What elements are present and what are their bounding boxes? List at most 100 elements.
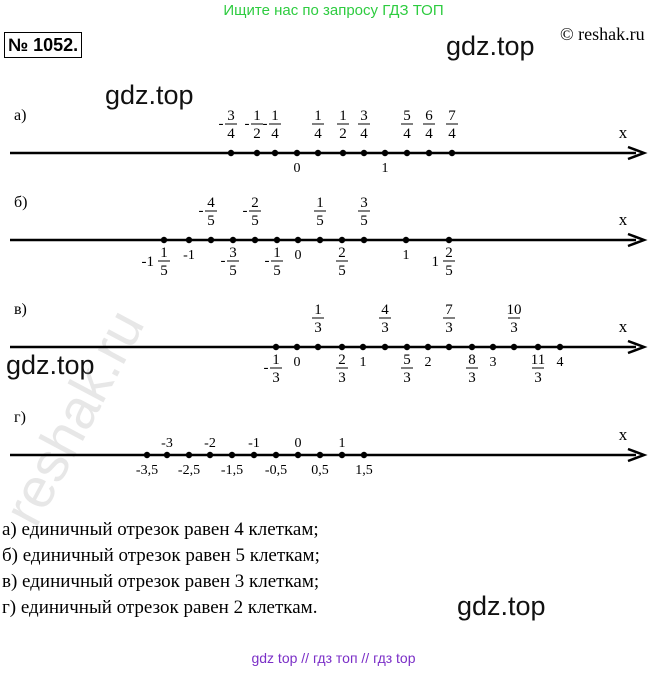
number-line-point	[185, 236, 193, 244]
fraction-denominator: 4	[403, 126, 411, 142]
number-line-point	[273, 236, 281, 244]
number-line-point	[489, 343, 497, 351]
watermark: gdz.top	[446, 31, 535, 61]
answer-line: а) единичный отрезок равен 4 клеткам;	[2, 519, 319, 540]
number-line-point	[206, 451, 214, 459]
number-line-point	[381, 149, 389, 157]
fraction-denominator: 5	[338, 263, 346, 279]
line-label: а)	[14, 107, 26, 124]
answer-line: б) единичный отрезок равен 5 клеткам;	[2, 545, 320, 566]
point-label-below: -2,5	[178, 463, 200, 478]
fraction-denominator: 4	[227, 126, 235, 142]
fraction-denominator: 4	[314, 126, 322, 142]
watermark: gdz.top	[105, 80, 194, 110]
number-line-point	[402, 236, 410, 244]
problem-number: № 1052.	[4, 32, 83, 58]
number-line-point	[403, 149, 411, 157]
fraction-denominator: 5	[160, 263, 168, 279]
fraction-sign: -	[221, 253, 226, 269]
number-line-point	[316, 236, 324, 244]
fraction-sign: -	[264, 360, 269, 376]
line-label: б)	[14, 194, 27, 211]
point-label-below: -1,5	[221, 463, 243, 478]
point-label-above: -3	[161, 436, 173, 451]
axis-label: x	[619, 425, 628, 444]
fraction-denominator: 5	[316, 213, 324, 229]
number-line-point	[228, 451, 236, 459]
number-line-point	[207, 236, 215, 244]
fraction-numerator: 2	[338, 245, 346, 261]
fraction-denominator: 3	[468, 370, 476, 386]
fraction-denominator: 3	[510, 320, 518, 336]
fraction-numerator: 5	[403, 108, 411, 124]
fraction-numerator: 1	[253, 108, 261, 124]
fraction-numerator: 1	[314, 108, 322, 124]
answer-line: г) единичный отрезок равен 2 клеткам.	[2, 597, 318, 618]
number-line-point	[468, 343, 476, 351]
watermark: gdz.top	[6, 350, 95, 380]
number-line-point	[271, 149, 279, 157]
fraction-denominator: 3	[534, 370, 542, 386]
number-line-point	[160, 236, 168, 244]
fraction-numerator: 1	[273, 245, 281, 261]
fraction-numerator: 10	[507, 302, 522, 318]
fraction-numerator: 2	[338, 352, 346, 368]
line-label: г)	[14, 409, 26, 426]
watermark: gdz.top	[457, 591, 546, 621]
fraction-sign: -	[245, 116, 250, 132]
fraction-numerator: 3	[227, 108, 235, 124]
fraction-numerator: 4	[207, 195, 215, 211]
number-line-point	[272, 343, 280, 351]
number-line-point	[143, 451, 151, 459]
number-line-point	[250, 451, 258, 459]
axis-label: x	[619, 210, 628, 229]
axis-arrowhead	[627, 145, 648, 161]
fraction-numerator: 7	[445, 302, 453, 318]
fraction-sign: -	[199, 203, 204, 219]
number-line-point	[338, 236, 346, 244]
fraction-numerator: 3	[229, 245, 237, 261]
fraction-numerator: 1	[160, 245, 168, 261]
point-label-below: 0	[294, 161, 301, 176]
fraction-denominator: 5	[360, 213, 368, 229]
number-line-point	[360, 451, 368, 459]
fraction-numerator: 2	[251, 195, 259, 211]
number-line-point	[445, 236, 453, 244]
point-label-below: -0,5	[265, 463, 287, 478]
fraction-numerator: 3	[360, 195, 368, 211]
point-label-below: 2	[425, 355, 432, 370]
fraction-numerator: 4	[381, 302, 389, 318]
line-label: в)	[14, 301, 27, 318]
point-label-below: 1,5	[355, 463, 373, 478]
point-label-above: 0	[295, 436, 302, 451]
fraction-numerator: 6	[425, 108, 433, 124]
number-line-point	[381, 343, 389, 351]
number-line-point	[272, 451, 280, 459]
axis-arrowhead	[627, 232, 648, 248]
fraction-denominator: 5	[251, 213, 259, 229]
fraction-sign: -	[219, 116, 224, 132]
number-line-point	[294, 451, 302, 459]
point-label-below: 1	[360, 355, 367, 370]
number-line-point	[185, 451, 193, 459]
number-line-point	[229, 236, 237, 244]
fraction-whole: 1	[432, 254, 440, 270]
point-label-below: 0,5	[311, 463, 329, 478]
fraction-numerator: 1	[272, 352, 280, 368]
number-line-point	[360, 236, 368, 244]
footer-links: gdz top // гдз топ // гдз top	[251, 650, 416, 666]
fraction-sign: -	[265, 253, 270, 269]
top-banner: Ищите нас по запросу ГДЗ ТОП	[223, 2, 444, 19]
fraction-sign: -	[263, 116, 268, 132]
fraction-numerator: 5	[403, 352, 411, 368]
fraction-denominator: 3	[272, 370, 280, 386]
fraction-numerator: 7	[448, 108, 456, 124]
point-label-below: 0	[294, 355, 301, 370]
number-line-point	[163, 451, 171, 459]
point-label-above: -1	[248, 436, 260, 451]
fraction-denominator: 3	[338, 370, 346, 386]
axis-arrowhead	[627, 447, 648, 463]
number-line-point	[359, 343, 367, 351]
point-label-below: 4	[557, 355, 564, 370]
